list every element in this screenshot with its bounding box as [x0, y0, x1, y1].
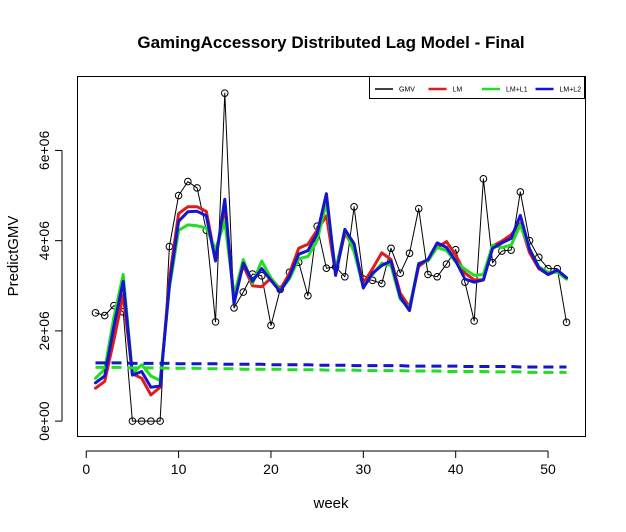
data-point-gmv — [100, 311, 109, 320]
data-point-gmv — [147, 417, 155, 425]
legend-label: LM+L2 — [560, 87, 582, 94]
data-point-gmv — [137, 417, 146, 425]
series-dashed-lm-l2 — [95, 361, 567, 369]
y-tick-label: 4e+06 — [36, 221, 52, 261]
y-axis-label: PredictGMV — [5, 216, 22, 297]
data-point-gmv — [239, 288, 248, 296]
data-point-gmv — [442, 260, 451, 268]
legend-label: LM — [453, 87, 463, 94]
data-point-gmv — [184, 177, 192, 186]
data-point-gmv — [267, 321, 275, 330]
x-axis-label: week — [312, 495, 349, 512]
data-point-gmv — [516, 188, 525, 196]
legend-label: LM+L1 — [506, 87, 528, 94]
x-tick-label: 0 — [82, 461, 90, 477]
data-point-gmv — [387, 244, 395, 253]
data-point-gmv — [350, 203, 358, 211]
data-point-gmv — [156, 417, 164, 425]
data-point-gmv — [433, 272, 442, 281]
x-tick-label: 10 — [171, 461, 187, 477]
data-point-gmv — [507, 246, 515, 254]
data-point-gmv — [322, 264, 331, 272]
plot-area — [91, 89, 571, 425]
chart-title: GamingAccessory Distributed Lag Model - … — [137, 33, 524, 52]
data-point-gmv — [562, 318, 571, 327]
legend: GMV LM LM+L1 LM+L2 — [369, 76, 585, 99]
data-point-gmv — [174, 191, 183, 200]
y-tick-label: 2e+06 — [36, 311, 52, 351]
data-point-gmv — [128, 417, 137, 425]
data-point-gmv — [378, 279, 386, 288]
data-point-gmv — [220, 89, 229, 97]
legend-box — [369, 76, 585, 99]
x-axis: 0 10 20 30 40 50 — [82, 450, 556, 477]
series-line-lm-l2 — [94, 192, 568, 389]
x-tick-label: 20 — [263, 461, 279, 477]
x-tick-label: 30 — [356, 461, 372, 477]
plot-frame — [77, 76, 586, 437]
y-tick-label: 6e+06 — [36, 131, 52, 171]
x-tick-label: 40 — [448, 461, 464, 477]
legend-label: GMV — [399, 87, 415, 94]
data-point-gmv — [91, 309, 100, 317]
data-point-gmv — [341, 272, 349, 281]
series-line-gmv — [95, 92, 567, 422]
y-tick-label: 0e+00 — [36, 401, 52, 441]
data-point-gmv — [304, 291, 312, 300]
x-tick-label: 50 — [540, 461, 556, 477]
data-point-gmv — [257, 272, 266, 280]
data-point-gmv — [405, 249, 414, 258]
data-point-gmv — [479, 175, 488, 183]
series-dashed-lm-l1 — [95, 365, 567, 374]
data-point-gmv — [414, 204, 423, 213]
data-point-gmv — [470, 317, 478, 325]
data-point-gmv — [424, 270, 432, 279]
data-point-gmv — [211, 318, 220, 326]
y-axis: 0e+00 2e+06 4e+06 6e+06 — [36, 131, 63, 441]
data-point-gmv — [396, 269, 405, 277]
data-point-gmv — [193, 184, 201, 192]
